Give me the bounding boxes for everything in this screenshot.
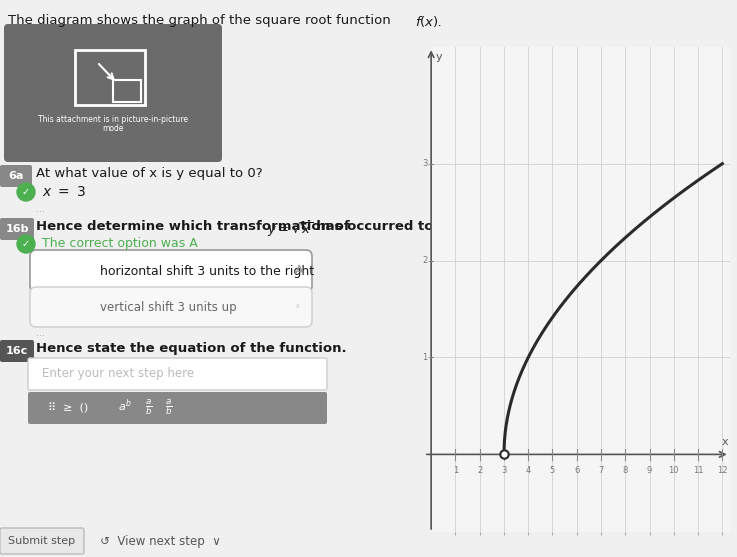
FancyBboxPatch shape	[28, 392, 327, 424]
Text: 6: 6	[574, 466, 579, 475]
FancyBboxPatch shape	[0, 528, 84, 554]
Text: 3: 3	[422, 159, 427, 168]
Text: ✓: ✓	[22, 239, 30, 249]
Text: Submit step: Submit step	[8, 536, 76, 546]
FancyBboxPatch shape	[30, 250, 312, 292]
Text: horizontal shift 3 units to the right: horizontal shift 3 units to the right	[100, 265, 314, 277]
Text: 8: 8	[623, 466, 628, 475]
Text: 3: 3	[501, 466, 506, 475]
Text: $y = \sqrt{x}$: $y = \sqrt{x}$	[267, 220, 313, 239]
Text: 9: 9	[647, 466, 652, 475]
Text: 6a: 6a	[8, 171, 24, 181]
FancyBboxPatch shape	[30, 287, 312, 327]
Text: $f(x)$.: $f(x)$.	[415, 14, 442, 29]
Text: 2: 2	[422, 256, 427, 265]
Text: $a^b$: $a^b$	[118, 398, 132, 414]
Text: A: A	[295, 265, 304, 277]
Text: 11: 11	[693, 466, 703, 475]
Text: $\frac{a}{b}$: $\frac{a}{b}$	[145, 398, 153, 418]
FancyBboxPatch shape	[0, 218, 34, 240]
Text: ⠿  ≥  (): ⠿ ≥ ()	[48, 403, 95, 413]
Text: Hence determine which transformation of: Hence determine which transformation of	[36, 220, 359, 233]
Text: y: y	[436, 52, 443, 62]
Text: 10: 10	[668, 466, 679, 475]
Text: The correct option was A: The correct option was A	[42, 237, 198, 251]
Text: vertical shift 3 units up: vertical shift 3 units up	[100, 300, 237, 314]
FancyBboxPatch shape	[28, 358, 327, 390]
Text: ◦: ◦	[295, 302, 301, 312]
Text: Hence state the equation of the function.: Hence state the equation of the function…	[36, 342, 346, 355]
Text: 2: 2	[477, 466, 482, 475]
Text: ...: ...	[36, 328, 45, 338]
FancyBboxPatch shape	[0, 165, 32, 187]
Text: $\frac{a}{b}$: $\frac{a}{b}$	[165, 398, 172, 418]
Text: The diagram shows the graph of the square root function: The diagram shows the graph of the squar…	[8, 14, 395, 27]
Circle shape	[17, 235, 35, 253]
Text: x: x	[722, 437, 728, 447]
Text: ...: ...	[36, 204, 45, 214]
Text: At what value of x is y equal to 0?: At what value of x is y equal to 0?	[36, 167, 262, 180]
Text: 4: 4	[525, 466, 531, 475]
FancyBboxPatch shape	[4, 24, 222, 162]
Text: 16c: 16c	[6, 346, 28, 356]
Text: ↺  View next step  ∨: ↺ View next step ∨	[100, 535, 221, 548]
Text: 12: 12	[717, 466, 727, 475]
Text: has occurred to create the function: has occurred to create the function	[307, 220, 591, 233]
Text: ×: ×	[717, 222, 730, 237]
FancyBboxPatch shape	[0, 340, 34, 362]
Text: 1: 1	[453, 466, 458, 475]
Circle shape	[17, 183, 35, 201]
Text: 16b: 16b	[5, 224, 29, 234]
Text: mode: mode	[102, 124, 124, 133]
Text: 1: 1	[422, 353, 427, 362]
Text: This attachment is in picture-in-picture: This attachment is in picture-in-picture	[38, 115, 188, 124]
Text: 5: 5	[550, 466, 555, 475]
Text: Enter your next step here: Enter your next step here	[42, 368, 194, 380]
Text: 7: 7	[598, 466, 604, 475]
Text: ✓: ✓	[22, 187, 30, 197]
Text: $x\ =\ 3$: $x\ =\ 3$	[42, 185, 86, 199]
